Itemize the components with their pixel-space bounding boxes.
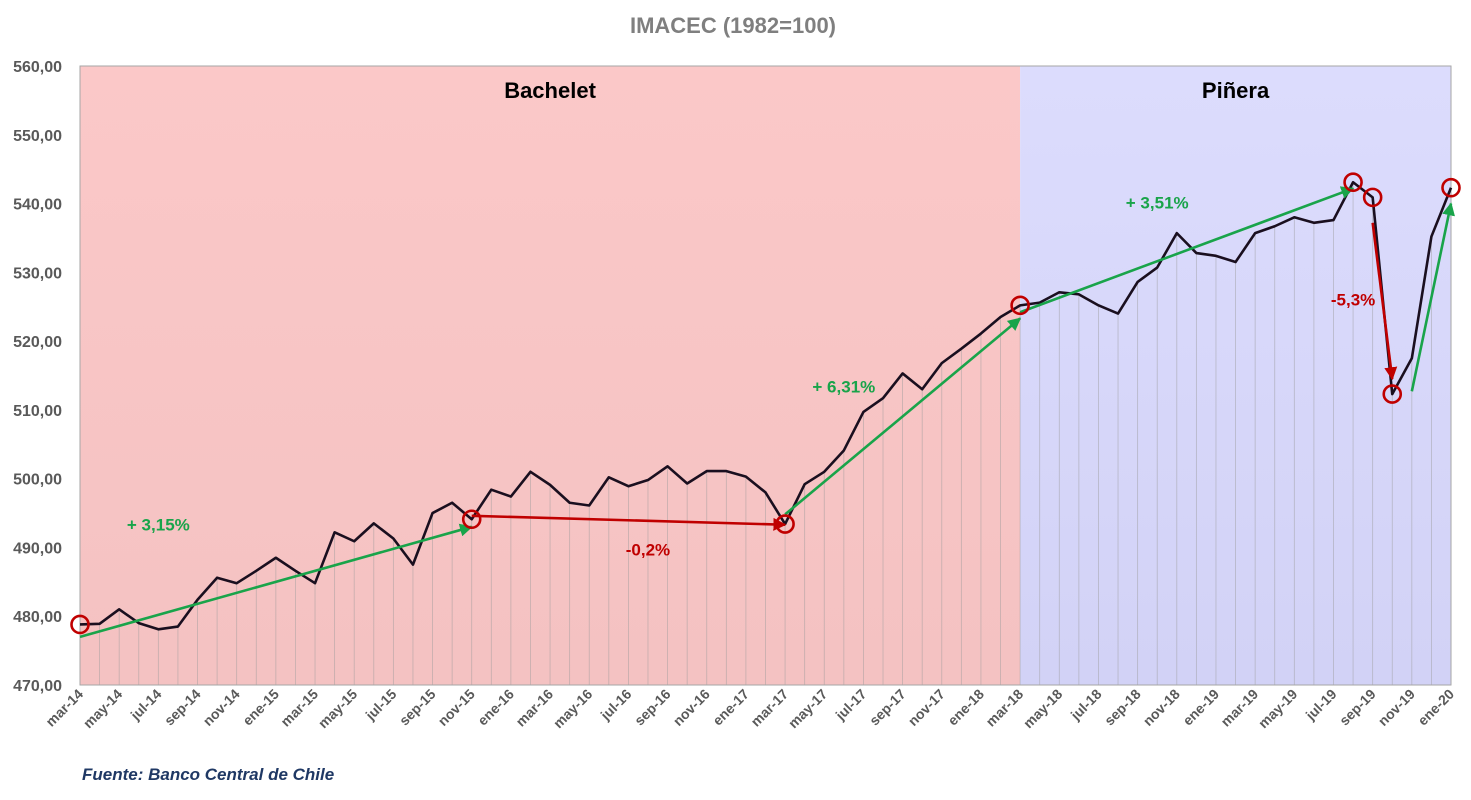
x-tick-label: ene-19 [1179, 686, 1222, 729]
increase-arrow [1410, 202, 1455, 392]
x-tick-label: ene-16 [474, 686, 517, 729]
y-axis: 470,00 480,00 490,00 500,00 510,00 520,00 530,… [13, 59, 62, 695]
data-line-layer [79, 180, 1453, 631]
y-tick-label: 490,00 [13, 540, 62, 557]
y-tick-label: 500,00 [13, 472, 62, 489]
x-tick-label: may-14 [80, 686, 126, 732]
drop-lines [79, 182, 1452, 685]
highlight-marker [1382, 384, 1403, 404]
y-tick-label: 540,00 [13, 197, 62, 214]
x-tick-label: ene-20 [1414, 686, 1457, 729]
increase-arrow [1019, 186, 1355, 314]
x-tick-label: mar-16 [512, 686, 556, 730]
x-tick-label: may-16 [550, 686, 596, 732]
x-tick-label: may-15 [315, 686, 361, 732]
y-tick-label: 550,00 [13, 128, 62, 145]
x-tick-label: ene-15 [239, 686, 282, 729]
source-note: Fuente: Banco Central de Chile [82, 765, 334, 784]
x-tick-label: nov-17 [905, 686, 948, 729]
x-tick-label: jul-16 [597, 686, 635, 724]
x-tick-label: mar-18 [982, 686, 1026, 730]
x-tick-label: nov-16 [670, 686, 713, 729]
region-label: Bachelet [504, 78, 596, 103]
highlight-marker [70, 614, 90, 635]
x-tick-label: nov-14 [200, 686, 243, 729]
y-tick-label: 520,00 [13, 334, 62, 351]
x-tick-label: nov-15 [435, 686, 478, 729]
x-tick-label: sep-16 [631, 686, 674, 729]
annotation-labels: Bachelet Piñera + 3,15% -0,2% + 6,31% + 3,51%… [127, 78, 1375, 560]
change-label: -5,3% [1331, 290, 1375, 309]
highlight-marker [1010, 295, 1030, 316]
highlight-marker [1362, 187, 1383, 208]
highlight-marker [461, 509, 482, 530]
x-tick-label: ene-17 [709, 686, 752, 729]
x-tick-label: nov-19 [1375, 686, 1418, 729]
y-tick-label: 560,00 [13, 59, 62, 76]
x-tick-label: mar-19 [1217, 686, 1261, 730]
x-tick-label: sep-18 [1101, 686, 1144, 729]
x-tick-label: jul-15 [362, 686, 400, 724]
highlight-markers [70, 172, 1461, 635]
change-label: + 6,31% [812, 378, 875, 397]
x-tick-label: mar-15 [277, 686, 321, 730]
x-tick-label: may-17 [785, 686, 831, 732]
y-tick-label: 480,00 [13, 609, 62, 626]
x-tick-label: may-18 [1020, 686, 1066, 732]
highlight-marker [775, 514, 795, 534]
x-tick-label: jul-14 [127, 686, 165, 724]
x-tick-label: mar-17 [747, 686, 791, 730]
increase-arrow [79, 523, 473, 639]
annotation-arrows [79, 186, 1455, 639]
y-tick-label: 470,00 [13, 678, 62, 695]
y-tick-label: 530,00 [13, 265, 62, 282]
x-tick-label: sep-14 [161, 686, 204, 729]
change-label: + 3,51% [1126, 193, 1189, 212]
increase-arrow [784, 317, 1022, 516]
x-tick-label: jul-19 [1302, 686, 1340, 724]
change-label: + 3,15% [127, 515, 190, 534]
highlight-marker [1441, 177, 1461, 198]
highlight-marker [1343, 172, 1363, 193]
region-label: Piñera [1202, 78, 1270, 103]
y-tick-label: 510,00 [13, 403, 62, 420]
x-tick-label: sep-19 [1336, 686, 1379, 729]
imacec-series-line [79, 180, 1453, 631]
x-tick-label: may-19 [1255, 686, 1301, 732]
change-label: -0,2% [626, 541, 670, 560]
decrease-arrow [471, 514, 787, 531]
x-tick-label: jul-18 [1067, 686, 1105, 724]
x-tick-label: sep-17 [866, 686, 909, 729]
chart-title: IMACEC (1982=100) [630, 13, 836, 38]
decrease-arrow [1371, 222, 1398, 381]
x-tick-label: nov-18 [1140, 686, 1183, 729]
plot-border [79, 65, 1452, 686]
x-tick-label: sep-15 [396, 686, 439, 729]
x-tick-label: jul-17 [832, 686, 870, 724]
plot-area-frame [79, 65, 1452, 686]
x-tick-label: ene-18 [944, 686, 987, 729]
